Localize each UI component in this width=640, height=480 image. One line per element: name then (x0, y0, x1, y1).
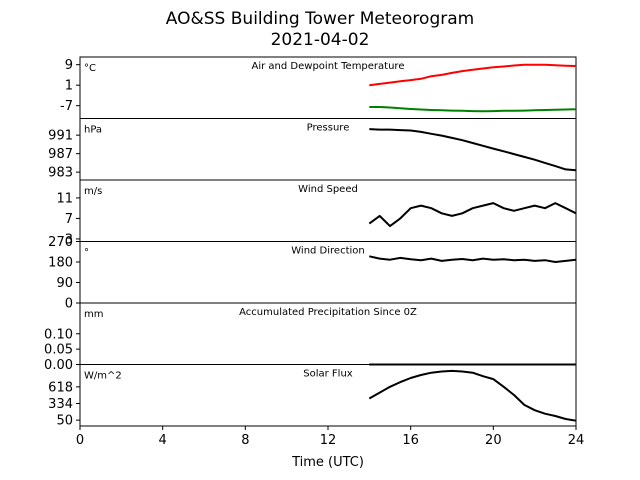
series-line-1 (369, 63, 577, 87)
series-line-2 (369, 106, 577, 113)
y-tick-label: 0.10 (44, 327, 73, 342)
y-tick-label: 0.05 (44, 343, 73, 358)
panel-unit-label: W/m^2 (84, 371, 122, 382)
panel-1: °C Air and Dewpoint Temperature 9 1 -7 (60, 56, 577, 119)
y-tick-label: 983 (48, 166, 73, 181)
y-tick-label: 180 (48, 256, 73, 271)
panels-group: °C Air and Dewpoint Temperature 9 1 -7 hPa Pre… (44, 56, 577, 429)
x-tick-label: 16 (402, 433, 419, 448)
y-tick-label: 0.00 (44, 358, 73, 373)
panel-5: mm Accumulated Precipitation Since 0Z 0.10… (44, 302, 577, 373)
x-tick-label: 0 (76, 433, 84, 448)
y-tick-label: 1 (65, 79, 73, 94)
x-axis: 0 4 8 12 16 20 24 (76, 426, 584, 448)
panel-3: m/s Wind Speed 11 7 3 (56, 179, 577, 247)
y-tick-label: 3 (65, 232, 73, 247)
x-tick-label: 12 (320, 433, 337, 448)
x-tick-label: 20 (485, 433, 502, 448)
panel-unit-label: °C (84, 63, 96, 74)
panel-title: Wind Speed (298, 184, 358, 195)
chart-title: AO&SS Building Tower Meteorogram (166, 9, 474, 29)
panel-title: Wind Direction (291, 246, 365, 257)
y-tick-label: 991 (48, 129, 73, 144)
panel-title: Air and Dewpoint Temperature (252, 61, 405, 72)
y-tick-label: -7 (60, 99, 73, 114)
x-tick-label: 8 (241, 433, 249, 448)
panel-unit-label: hPa (84, 125, 102, 136)
panel-4: ° Wind Direction 270 180 90 0 (48, 235, 577, 312)
panel-unit-label: m/s (84, 186, 102, 197)
panel-unit-label: mm (84, 309, 103, 320)
y-tick-label: 334 (48, 397, 73, 412)
y-tick-label: 90 (56, 276, 73, 291)
panel-title: Solar Flux (303, 369, 353, 380)
panel-title: Accumulated Precipitation Since 0Z (239, 307, 417, 318)
panel-6: W/m^2 Solar Flux 618 334 50 (48, 364, 577, 429)
y-tick-label: 618 (48, 380, 73, 395)
series-line-1 (368, 202, 577, 228)
y-tick-label: 50 (56, 414, 73, 429)
y-tick-label: 270 (48, 235, 73, 250)
panel-unit-label: ° (84, 248, 89, 259)
series-line-1 (369, 128, 577, 172)
panel-2: hPa Pressure 991 987 983 (48, 118, 577, 181)
y-tick-label: 11 (56, 191, 73, 206)
series-line-1 (369, 255, 577, 263)
x-tick-label: 4 (159, 433, 167, 448)
panel-title: Pressure (307, 123, 350, 134)
x-axis-label: Time (UTC) (291, 455, 364, 470)
x-tick-label: 24 (568, 433, 585, 448)
y-tick-label: 987 (48, 147, 73, 162)
series-line-1 (368, 369, 577, 422)
y-tick-label: 9 (65, 58, 73, 73)
y-tick-label: 0 (65, 297, 73, 312)
chart-subtitle: 2021-04-02 (271, 30, 370, 50)
y-tick-label: 7 (65, 212, 73, 227)
